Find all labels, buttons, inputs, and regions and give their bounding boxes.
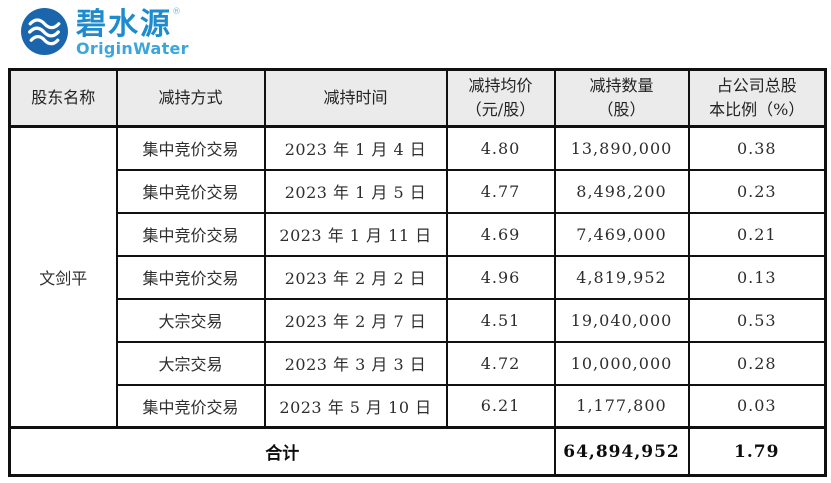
method-cell: 集中竞价交易 bbox=[115, 211, 266, 257]
date-cell: 2023 年 2 月 2 日 bbox=[263, 254, 448, 300]
date-cell: 2023 年 1 月 5 日 bbox=[263, 168, 448, 214]
shares-cell: 13,890,000 bbox=[553, 125, 690, 171]
date-cell: 2023 年 1 月 4 日 bbox=[263, 125, 448, 171]
originwater-logo: 碧水源® OriginWater bbox=[20, 7, 189, 57]
date-cell: 2023 年 5 月 10 日 bbox=[263, 383, 448, 429]
table-row: 集中竞价交易 2023 年 2 月 2 日 4.96 4,819,952 0.1… bbox=[10, 254, 827, 300]
method-cell: 集中竞价交易 bbox=[115, 168, 266, 214]
table-row: 文剑平 集中竞价交易 2023 年 1 月 4 日 4.80 13,890,00… bbox=[8, 125, 827, 429]
table-header: 股东名称 减持方式 减持时间 减持均价 （元/股） 减持数量 （股） 占公司总股… bbox=[8, 68, 827, 128]
logo-text-block: 碧水源® OriginWater bbox=[76, 7, 189, 57]
pct-cell: 0.13 bbox=[687, 254, 827, 300]
pct-cell: 0.38 bbox=[687, 125, 827, 171]
water-waves-icon bbox=[21, 8, 68, 55]
method-cell: 集中竞价交易 bbox=[115, 383, 266, 429]
pct-cell: 0.53 bbox=[687, 297, 827, 343]
avg-price-cell: 4.80 bbox=[445, 125, 556, 171]
avg-price-cell: 4.69 bbox=[445, 211, 556, 257]
pct-cell: 0.21 bbox=[687, 211, 827, 257]
table-row: 集中竞价交易 2023 年 5 月 10 日 6.21 1,177,800 0.… bbox=[10, 383, 827, 429]
total-shares-cell: 64,894,952 bbox=[553, 426, 690, 477]
date-cell: 2023 年 2 月 7 日 bbox=[263, 297, 448, 343]
total-pct-cell: 1.79 bbox=[687, 426, 827, 477]
registered-trademark-mark: ® bbox=[172, 7, 181, 17]
brand-name-en: OriginWater bbox=[76, 39, 189, 58]
total-row: 合计 64,894,952 1.79 bbox=[8, 426, 827, 477]
pct-cell: 0.23 bbox=[687, 168, 827, 214]
avg-price-cell: 6.21 bbox=[445, 383, 556, 429]
table-row: 大宗交易 2023 年 2 月 7 日 4.51 19,040,000 0.53 bbox=[10, 297, 827, 343]
avg-price-cell: 4.72 bbox=[445, 340, 556, 386]
brand-name-cn-row: 碧水源® bbox=[76, 7, 189, 42]
method-cell: 集中竞价交易 bbox=[115, 254, 266, 300]
shares-cell: 7,469,000 bbox=[553, 211, 690, 257]
date-cell: 2023 年 1 月 11 日 bbox=[263, 211, 448, 257]
pct-cell: 0.28 bbox=[687, 340, 827, 386]
table-row: 大宗交易 2023 年 3 月 3 日 4.72 10,000,000 0.28 bbox=[10, 340, 827, 386]
pct-cell: 0.03 bbox=[687, 383, 827, 429]
shares-cell: 1,177,800 bbox=[553, 383, 690, 429]
method-cell: 集中竞价交易 bbox=[115, 125, 266, 171]
share-reduction-table: 股东名称 减持方式 减持时间 减持均价 （元/股） 减持数量 （股） 占公司总股… bbox=[8, 68, 827, 477]
avg-price-cell: 4.96 bbox=[445, 254, 556, 300]
shareholder-name-cell: 文剑平 bbox=[8, 125, 118, 429]
shares-cell: 19,040,000 bbox=[553, 297, 690, 343]
avg-price-cell: 4.77 bbox=[445, 168, 556, 214]
table-row: 集中竞价交易 2023 年 1 月 5 日 4.77 8,498,200 0.2… bbox=[10, 168, 827, 214]
header-share-quantity: 减持数量 （股） bbox=[553, 68, 690, 128]
method-cell: 大宗交易 bbox=[115, 340, 266, 386]
shares-cell: 10,000,000 bbox=[553, 340, 690, 386]
header-shareholder-name: 股东名称 bbox=[8, 68, 118, 128]
header-percent-of-total: 占公司总股 本比例（%） bbox=[687, 68, 827, 128]
table-body: 文剑平 集中竞价交易 2023 年 1 月 4 日 4.80 13,890,00… bbox=[8, 125, 827, 477]
avg-price-cell: 4.51 bbox=[445, 297, 556, 343]
total-label-cell: 合计 bbox=[8, 426, 556, 477]
method-cell: 大宗交易 bbox=[115, 297, 266, 343]
shares-cell: 4,819,952 bbox=[553, 254, 690, 300]
date-cell: 2023 年 3 月 3 日 bbox=[263, 340, 448, 386]
header-row: 股东名称 减持方式 减持时间 减持均价 （元/股） 减持数量 （股） 占公司总股… bbox=[8, 68, 827, 128]
brand-name-cn: 碧水源 bbox=[76, 7, 172, 42]
header-reduction-date: 减持时间 bbox=[263, 68, 448, 128]
header-reduction-method: 减持方式 bbox=[115, 68, 266, 128]
table-row: 集中竞价交易 2023 年 1 月 11 日 4.69 7,469,000 0.… bbox=[10, 211, 827, 257]
header-average-price: 减持均价 （元/股） bbox=[445, 68, 556, 128]
shares-cell: 8,498,200 bbox=[553, 168, 690, 214]
